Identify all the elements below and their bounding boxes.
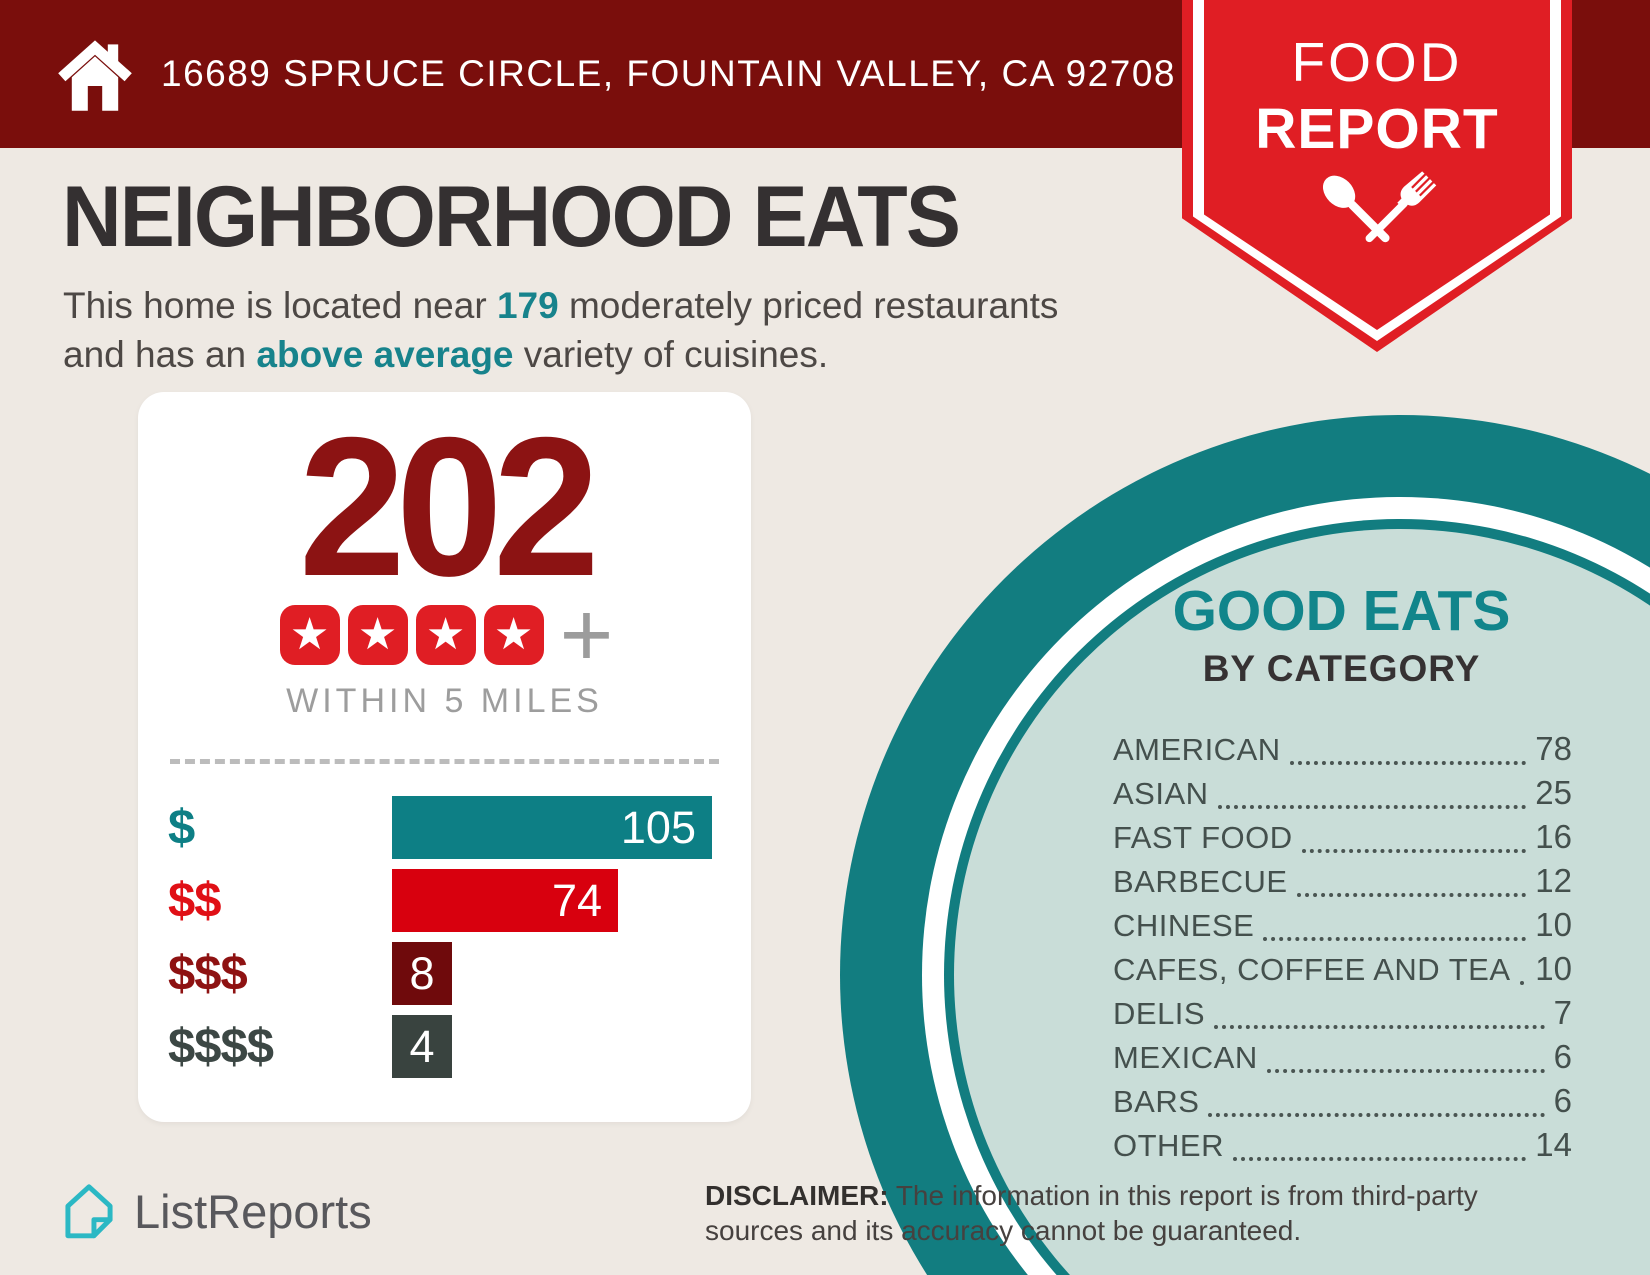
plus-sign: +	[559, 584, 614, 687]
dotted-leader	[1214, 1025, 1545, 1029]
property-address: 16689 SPRUCE CIRCLE, FOUNTAIN VALLEY, CA…	[161, 53, 1176, 94]
spoon-fork-icon	[1322, 171, 1436, 243]
star-icon: ★	[415, 605, 476, 666]
category-value: 10	[1535, 906, 1572, 943]
disclaimer: DISCLAIMER: The information in this repo…	[705, 1178, 1567, 1248]
category-label: BARS	[1113, 1084, 1200, 1119]
price-bar-chart: $105 $$ 74 $$$ 8 $$$$ 4	[168, 796, 751, 1079]
price-bar: 8	[392, 942, 452, 1006]
ribbon-title-report: REPORT	[1255, 97, 1499, 161]
price-bar-row: $$$ 8	[168, 942, 751, 1006]
star-tiles: ★ ★ ★ ★	[276, 605, 548, 666]
dashed-divider	[170, 759, 719, 765]
category-value: 25	[1535, 774, 1572, 811]
intro-text: This home is located near 179 moderately…	[63, 281, 1093, 379]
dotted-leader	[1301, 849, 1527, 853]
price-level-label: $	[168, 800, 195, 855]
category-label: CAFES, COFFEE AND TEA	[1113, 952, 1511, 987]
good-eats-panel: GOOD EATS BY CATEGORY AMERICAN 78 ASIAN 25 F…	[1093, 578, 1590, 1170]
category-value: 12	[1535, 862, 1572, 899]
star-icon: ★	[279, 605, 340, 666]
good-eats-subtitle: BY CATEGORY	[1202, 648, 1481, 689]
category-label: FAST FOOD	[1113, 820, 1293, 855]
summary-card: 202 ★ ★ ★ ★ + WITHIN 5 MILES $105 $$ 74 $$$ 8 $$…	[138, 392, 751, 1122]
category-row: CHINESE 10	[1113, 906, 1572, 950]
category-label: MEXICAN	[1113, 1040, 1258, 1075]
price-bar-row: $$ 74	[168, 869, 751, 933]
price-bar-row: $$$$ 4	[168, 1015, 751, 1079]
category-list: AMERICAN 78 ASIAN 25 FAST FOOD 16 BARBECUE 12 CH…	[1113, 730, 1572, 1170]
price-bar: 105	[392, 796, 712, 860]
category-label: BARBECUE	[1113, 864, 1288, 899]
home-icon	[58, 40, 132, 111]
dotted-leader	[1519, 981, 1527, 985]
category-value: 10	[1535, 950, 1572, 987]
dotted-leader	[1208, 1113, 1545, 1117]
price-level-label: $$$$	[168, 1019, 274, 1074]
star-icon: ★	[483, 605, 544, 666]
category-row: DELIS 7	[1113, 994, 1572, 1038]
category-value: 14	[1535, 1126, 1572, 1163]
category-label: OTHER	[1113, 1128, 1224, 1163]
intro-part3: variety of cuisines.	[513, 334, 829, 375]
category-label: ASIAN	[1113, 776, 1209, 811]
category-label: CHINESE	[1113, 908, 1255, 943]
price-bar-row: $105	[168, 796, 751, 860]
category-row: FAST FOOD 16	[1113, 818, 1572, 862]
category-value: 7	[1553, 994, 1572, 1031]
intro-part1: This home is located near	[63, 285, 497, 326]
dotted-leader	[1296, 893, 1527, 897]
category-value: 6	[1553, 1082, 1572, 1119]
total-restaurants: 202	[298, 396, 600, 617]
price-bar: 74	[392, 869, 618, 933]
within-miles-label: WITHIN 5 MILES	[286, 682, 603, 721]
good-eats-title: GOOD EATS	[1172, 579, 1511, 643]
category-row: OTHER 14	[1113, 1126, 1572, 1170]
price-level-label: $$$	[168, 946, 248, 1001]
category-value: 78	[1535, 730, 1572, 767]
category-row: CAFES, COFFEE AND TEA 10	[1113, 950, 1572, 994]
ribbon-title-food: FOOD	[1291, 31, 1463, 93]
listreports-logo: ListReports	[58, 1180, 372, 1242]
disclaimer-text: The information in this report is from t…	[705, 1180, 1478, 1246]
intro-part2: moderately priced restaurants and has an	[63, 285, 1059, 375]
category-value: 16	[1535, 818, 1572, 855]
category-row: BARBECUE 12	[1113, 862, 1572, 906]
category-label: AMERICAN	[1113, 732, 1281, 767]
ribbon-content: FOOD REPORT	[1182, 0, 1572, 352]
category-row: MEXICAN 6	[1113, 1038, 1572, 1082]
food-report-ribbon: FOOD REPORT	[1182, 0, 1572, 352]
category-label: DELIS	[1113, 996, 1206, 1031]
price-bar: 4	[392, 1015, 452, 1079]
price-level-label: $$	[168, 873, 222, 928]
category-row: BARS 6	[1113, 1082, 1572, 1126]
dotted-leader	[1217, 805, 1527, 809]
category-value: 6	[1553, 1038, 1572, 1075]
page-title: NEIGHBORHOOD EATS	[62, 169, 961, 265]
dotted-leader	[1233, 1157, 1527, 1161]
listreports-wordmark: ListReports	[134, 1184, 372, 1238]
star-icon: ★	[347, 605, 408, 666]
category-row: ASIAN 25	[1113, 774, 1572, 818]
category-row: AMERICAN 78	[1113, 730, 1572, 774]
listreports-house-icon	[65, 1184, 113, 1239]
variety-highlight: above average	[256, 334, 514, 375]
restaurant-count: 179	[496, 285, 559, 326]
dotted-leader	[1266, 1069, 1545, 1073]
dotted-leader	[1263, 937, 1527, 941]
dotted-leader	[1289, 761, 1527, 765]
disclaimer-label: DISCLAIMER:	[705, 1180, 889, 1211]
star-rating: ★ ★ ★ ★ +	[138, 584, 751, 687]
